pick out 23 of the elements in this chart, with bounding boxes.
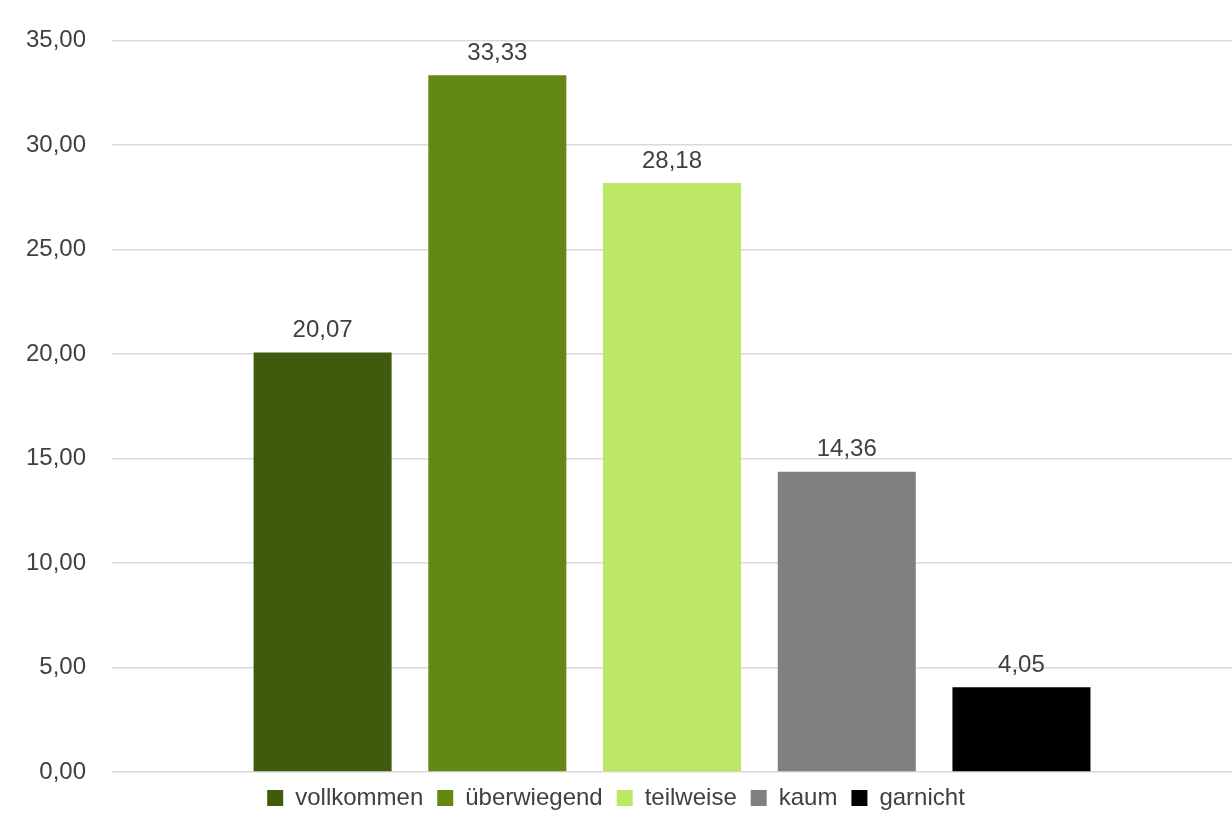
legend-label: kaum bbox=[778, 782, 838, 810]
y-tick-label: 10,00 bbox=[26, 547, 87, 575]
bar bbox=[603, 182, 742, 772]
data-label: 28,18 bbox=[642, 145, 703, 173]
legend-label: überwiegend bbox=[465, 782, 603, 810]
legend-label: teilweise bbox=[644, 782, 737, 810]
bar bbox=[428, 75, 567, 772]
data-label: 14,36 bbox=[816, 434, 877, 462]
y-tick-label: 20,00 bbox=[26, 338, 87, 366]
y-tick-label: 25,00 bbox=[26, 234, 87, 262]
bar bbox=[253, 352, 392, 772]
data-label: 20,07 bbox=[292, 315, 353, 343]
data-label: 4,05 bbox=[998, 649, 1045, 677]
y-tick-label: 5,00 bbox=[39, 652, 87, 680]
data-label: 33,33 bbox=[467, 37, 528, 65]
y-tick-label: 15,00 bbox=[26, 443, 87, 471]
y-tick-label: 0,00 bbox=[39, 756, 87, 784]
bar bbox=[952, 687, 1091, 772]
legend-label: vollkommen bbox=[295, 782, 424, 810]
bar bbox=[777, 471, 916, 772]
y-tick-label: 30,00 bbox=[26, 129, 87, 157]
y-tick-label: 35,00 bbox=[26, 25, 87, 53]
legend-label: garnicht bbox=[879, 782, 966, 810]
